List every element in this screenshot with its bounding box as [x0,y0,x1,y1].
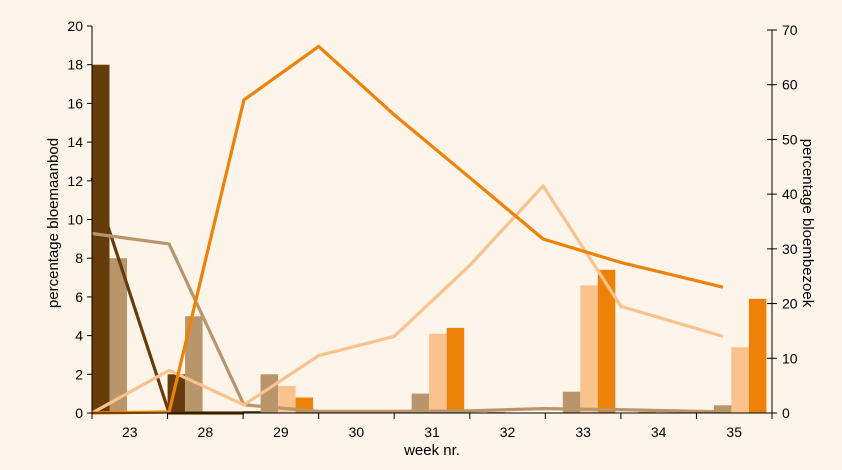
x-tick-label-30: 30 [349,424,365,440]
y-tick-label-right-20: 20 [782,296,798,312]
y-tick-label-right-40: 40 [782,186,798,202]
y-tick-label-left-4: 4 [75,328,83,344]
bar-s0-23 [92,64,110,413]
y-tick-label-left-12: 12 [67,173,83,189]
y-tick-label-left-2: 2 [75,366,83,382]
y-tick-label-right-70: 70 [782,22,798,38]
line-series-3 [91,44,724,415]
y-tick-label-right-10: 10 [782,350,798,366]
bar-s1-31 [411,393,430,413]
y-tick-label-left-14: 14 [67,134,83,150]
x-tick-label-32: 32 [500,424,516,440]
bar-s3-35 [748,298,767,413]
line-series-1 [91,231,723,414]
y-tick-label-left-10: 10 [67,212,83,228]
y-tick-label-left-20: 20 [67,18,83,34]
y-tick-label-right-0: 0 [782,405,790,421]
y-axis-label-left: percentage bloemaanbod [45,138,62,308]
y-tick-label-right-30: 30 [782,241,798,257]
x-tick-label-33: 33 [575,424,591,440]
bar-s2-33 [580,285,598,413]
bar-s2-35 [731,347,749,413]
x-tick-label-31: 31 [424,424,440,440]
ticks: 0 2 4 6 8 10 12 14 16 18 20 0 10 20 30 40 50 60 70 23 28 29 30… [67,18,797,440]
x-axis-label: week nr. [403,442,460,459]
x-tick-label-28: 28 [198,424,214,440]
bar-s3-31 [446,327,465,413]
y-axis-label-right: percentage bloembezoek [799,139,816,308]
y-tick-label-right-60: 60 [782,77,798,93]
x-tick-label-29: 29 [273,424,289,440]
y-tick-label-left-6: 6 [75,289,83,305]
y-tick-label-left-0: 0 [75,405,83,421]
bar-s1-23 [109,258,127,413]
bar-s2-31 [429,333,447,413]
y-tick-label-left-16: 16 [67,95,83,111]
bar-s3-33 [597,269,616,413]
bar-s2-29 [278,385,296,413]
x-tick-label-35: 35 [726,424,742,440]
bar-s1-28 [185,316,203,414]
bar-s1-35 [713,405,732,413]
y-tick-label-left-8: 8 [75,250,83,266]
bars [92,64,767,414]
x-tick-label-34: 34 [651,424,667,440]
line-series-2 [91,184,724,415]
bar-s0-29 [243,411,261,413]
x-tick-label-23: 23 [122,424,138,440]
y-tick-label-left-18: 18 [67,57,83,73]
y-tick-label-right-50: 50 [782,131,798,147]
